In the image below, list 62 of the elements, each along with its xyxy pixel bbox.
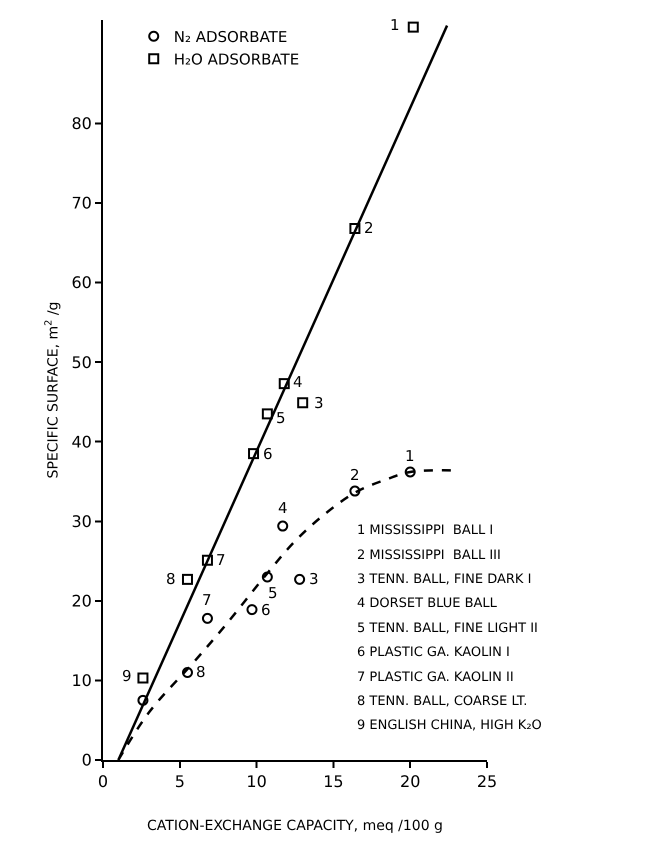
annotation: 5: [268, 584, 278, 602]
x-tick-label: 10: [246, 772, 267, 792]
point: [262, 408, 273, 420]
y-tick-label: 50: [71, 352, 92, 372]
point: [182, 574, 193, 585]
y-tick-label: 70: [71, 194, 92, 213]
annotation: 3 TENN. BALL, FINE DARK I: [357, 572, 532, 587]
point: [404, 466, 416, 478]
y-tick-label: 30: [71, 512, 92, 531]
annotation: 8 TENN. BALL, COARSE LT.: [357, 694, 528, 709]
y-tick-label: 80: [71, 114, 92, 134]
y-tick-label: 0: [82, 750, 92, 770]
point: [182, 666, 193, 678]
annotation: 1 MISSISSIPPI BALL I: [357, 523, 494, 538]
y-tick-label: 40: [71, 432, 92, 452]
point: [349, 222, 360, 234]
annotation: 1: [405, 447, 415, 465]
point: [137, 672, 148, 684]
x-axis-title: CATION-EXCHANGE CAPACITY, meq /100 g: [147, 818, 443, 834]
annotation: 3: [314, 394, 324, 412]
annotation: 8: [196, 663, 206, 681]
x-tick-label: 20: [400, 772, 420, 792]
annotation: 5 TENN. BALL, FINE LIGHT II: [357, 621, 538, 636]
legend-label: H₂O ADSORBATE: [174, 50, 300, 69]
annotation: 1: [390, 16, 400, 34]
point: [349, 486, 360, 497]
y-tick-label: 10: [71, 671, 92, 690]
point: [277, 520, 288, 532]
y-tick-label: 20: [71, 591, 92, 610]
annotation: 8: [166, 570, 176, 588]
annotation: 5: [276, 409, 286, 427]
annotation: 6: [261, 601, 271, 619]
x-tick-label: 5: [174, 772, 185, 792]
point: [202, 612, 213, 624]
annotation: 7 PLASTIC GA. KAOLIN II: [357, 670, 514, 685]
legend-label: N₂ ADSORBATE: [174, 28, 288, 46]
annotation: 6 PLASTIC GA. KAOLIN I: [357, 645, 510, 660]
annotation: 2: [350, 466, 360, 484]
annotation: 3: [309, 570, 319, 588]
point: [262, 571, 273, 582]
annotation: 6: [263, 445, 273, 463]
annotation: 9: [122, 667, 132, 685]
annotation: 2: [364, 219, 374, 237]
annotation: 4: [278, 499, 288, 517]
annotation: 7: [202, 591, 212, 609]
point: [294, 574, 306, 585]
annotation: 2 MISSISSIPPI BALL III: [357, 548, 501, 563]
x-tick-label: 0: [98, 772, 108, 792]
point: [202, 554, 213, 566]
point: [408, 22, 419, 33]
annotation: 7: [216, 551, 226, 569]
annotation: 4: [293, 373, 303, 391]
point: [297, 397, 308, 408]
point: [278, 378, 290, 390]
x-tick-label: 15: [323, 772, 344, 792]
y-tick-label: 60: [71, 273, 92, 292]
annotation: 4 DORSET BLUE BALL: [357, 596, 498, 611]
point: [246, 604, 258, 616]
point: [137, 694, 148, 706]
x-tick-label: 25: [476, 772, 498, 792]
point: [248, 448, 260, 460]
annotation: 9 ENGLISH CHINA, HIGH K₂O: [357, 718, 542, 733]
